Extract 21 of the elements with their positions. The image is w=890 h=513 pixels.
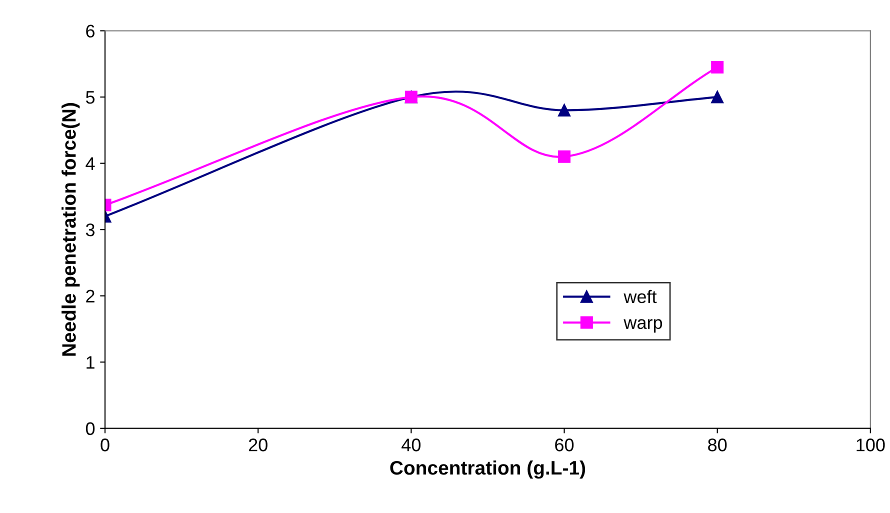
y-tick-label: 5 (86, 91, 95, 104)
y-tick-label: 3 (86, 224, 95, 236)
x-tick-label: 80 (708, 438, 727, 452)
point (558, 150, 571, 163)
y-axis-title: Needle penetration force(N) (62, 103, 80, 356)
point (711, 90, 724, 104)
point (711, 60, 724, 74)
x-tick-label: 40 (402, 438, 421, 452)
y-tick-label: 6 (86, 24, 95, 38)
x-axis-title: Concentration (g.L-1) (390, 460, 586, 479)
y-tick-label: 1 (86, 356, 94, 369)
y-tick-label: 4 (86, 157, 95, 170)
y-tick-label: 2 (86, 290, 94, 302)
legend-label: weft (624, 290, 657, 304)
x-tick-label: 100 (856, 438, 885, 452)
y-tick-label: 0 (86, 422, 95, 436)
x-tick-label: 0 (100, 438, 110, 452)
legend-label: warp (624, 319, 662, 333)
x-tick-label: 20 (248, 438, 268, 452)
x-tick-label: 60 (555, 438, 574, 452)
point (558, 104, 571, 117)
